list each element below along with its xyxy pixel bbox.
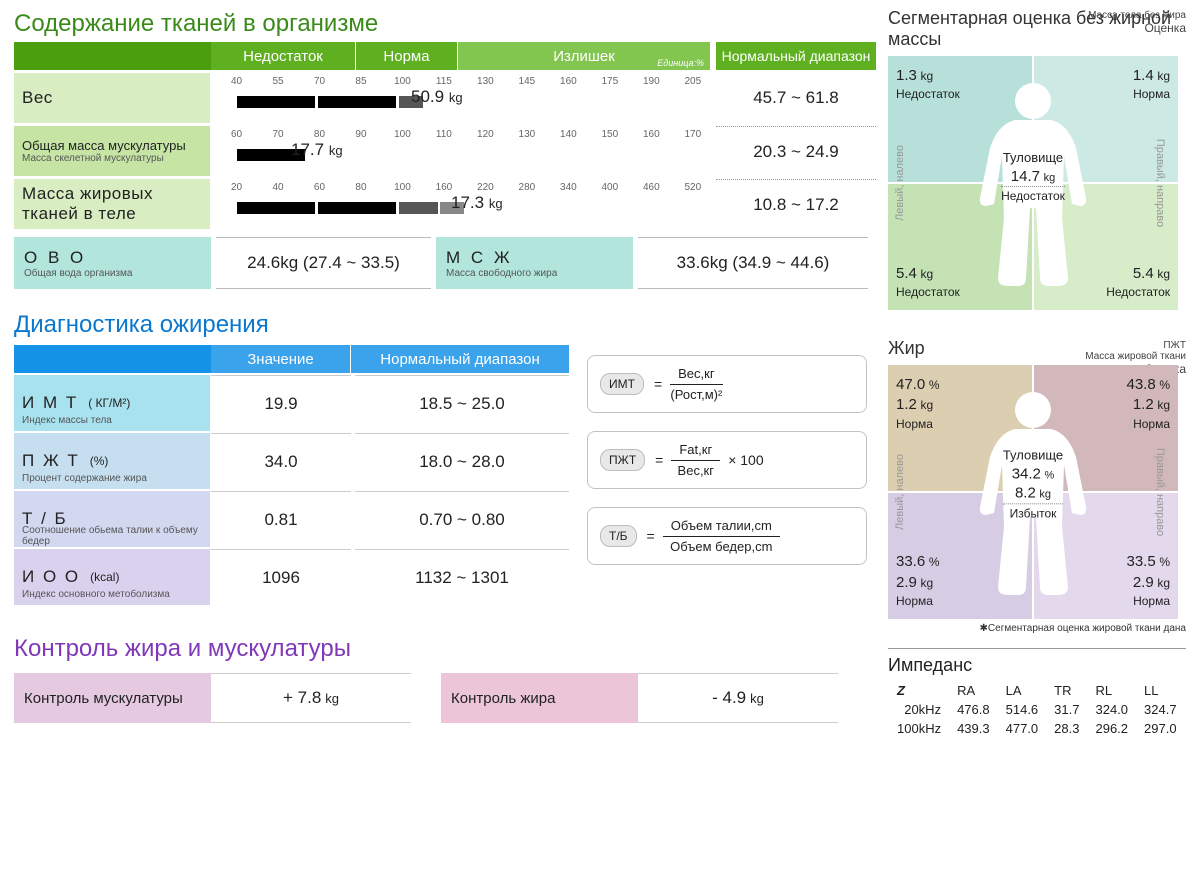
formula-box: ПЖТ=Fat,кгВес,кг× 100 bbox=[587, 431, 867, 489]
s2-hdr-value: Значение bbox=[211, 345, 351, 373]
diag-row: Т / БСоотношение обьема талии к объему б… bbox=[14, 489, 569, 547]
body-row: Масса жировых тканей в теле2040608010016… bbox=[14, 179, 876, 229]
sec1-title: Содержание тканей в организме bbox=[14, 10, 876, 38]
body-row: Общая масса мускулатурыМасса скелетной м… bbox=[14, 126, 876, 176]
body-row: Вес4055708510011513014516017519020550.9 … bbox=[14, 73, 876, 123]
hdr-norm: Норма bbox=[356, 42, 458, 70]
hdr-excess: ИзлишекЕдиница:% bbox=[458, 42, 711, 70]
seg2-footnote: ✱Сегментарная оценка жировой ткани дана bbox=[888, 623, 1186, 634]
control-box: Контроль мускулатуры+ 7.8kg bbox=[14, 673, 411, 723]
left-column: Содержание тканей в организме Недостаток… bbox=[14, 8, 876, 739]
formula-box: ИМТ=Вес,кг(Рост,м)² bbox=[587, 355, 867, 413]
s2-hdr-blank bbox=[14, 345, 211, 373]
impedance: Импеданс ZRALATRRLLL20kHz476.8514.631.73… bbox=[888, 648, 1186, 739]
diag-row: П Ж Т(%)Процент содержание жира34.018.0 … bbox=[14, 431, 569, 489]
hdr-blank bbox=[14, 42, 211, 70]
seg2-header: Жир ПЖТМасса жировой тканиОценка bbox=[888, 338, 1186, 359]
hdr-deficit: Недостаток bbox=[211, 42, 356, 70]
sec3-title: Контроль жира и мускулатуры bbox=[14, 635, 876, 663]
sec1-subs: О В ООбщая вода организма24.6kg (27.4 ~ … bbox=[14, 237, 876, 289]
formulas: ИМТ=Вес,кг(Рост,м)² ПЖТ=Fat,кгВес,кг× 100… bbox=[587, 345, 867, 605]
seg1-header: Сегментарная оценка без жирной массы Мас… bbox=[888, 8, 1186, 50]
impedance-title: Импеданс bbox=[888, 648, 1186, 676]
sec1-header: Недостаток Норма ИзлишекЕдиница:% Нормал… bbox=[14, 42, 876, 70]
sec2-table: Значение Нормальный диапазон И М Т( КГ/М… bbox=[14, 345, 569, 605]
formula-box: Т/Б=Объем талии,cmОбъем бедер,cm bbox=[587, 507, 867, 565]
bodymap-fat: 47.0 %1.2 kgНорма43.8 %1.2 kgНорма33.6 %… bbox=[888, 365, 1178, 619]
diag-row: И О О(kcal)Индекс основного метоболизма1… bbox=[14, 547, 569, 605]
hdr-range: Нормальный диапазон bbox=[716, 42, 876, 70]
s2-hdr-range: Нормальный диапазон bbox=[351, 345, 569, 373]
right-column: Сегментарная оценка без жирной массы Мас… bbox=[888, 8, 1186, 739]
sec2-title: Диагностика ожирения bbox=[14, 311, 876, 339]
bodymap-lean: 1.3 kgНедостаток1.4 kgНорма5.4 kgНедоста… bbox=[888, 56, 1178, 310]
sec3-row: Контроль мускулатуры+ 7.8kg Контроль жира… bbox=[14, 673, 876, 723]
impedance-table: ZRALATRRLLL20kHz476.8514.631.7324.0324.7… bbox=[888, 680, 1186, 739]
diag-row: И М Т( КГ/М²)Индекс массы тела19.918.5 ~… bbox=[14, 373, 569, 431]
control-box: Контроль жира- 4.9kg bbox=[441, 673, 838, 723]
